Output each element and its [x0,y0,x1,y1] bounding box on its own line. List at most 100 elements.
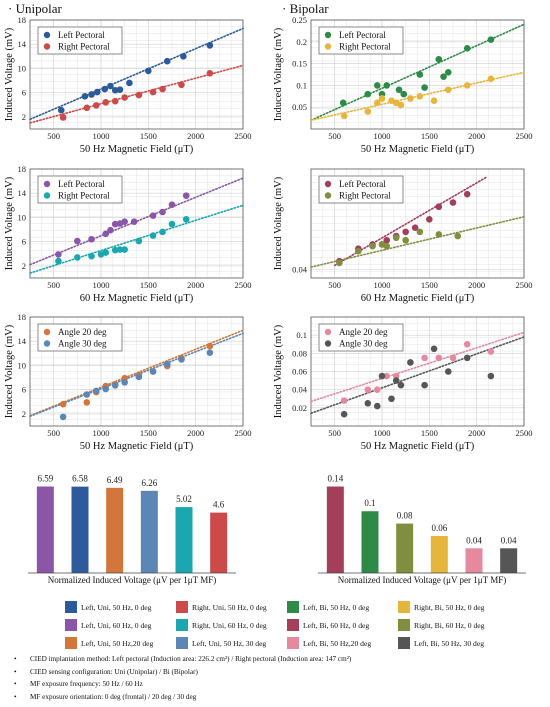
data-point [373,402,381,410]
x-tick-label: 2000 [187,428,204,438]
legend-item-label: Left, Uni, 50 Hz,20 deg [81,639,154,648]
y-axis-label: Induced Voltage (mV) [4,176,15,270]
scatter-chart-bi-angle: 500 1000 1500 2000 2500 0.02 0.04 0.06 0.08 0.1 50… [273,316,533,452]
notes-list: • CIED implantation method: Left pectoral… [14,653,544,703]
data-point [392,234,400,242]
legend-marker [324,340,332,347]
legend-box [318,26,404,55]
legend-box [37,26,123,55]
data-point [388,395,395,403]
legend-item: Right, Bi, 50 Hz, 0 deg [398,601,485,613]
legend-marker [43,43,51,50]
data-point [102,385,110,393]
legend-item: Right, Uni, 50 Hz, 0 deg [176,601,267,613]
legend-marker [43,340,51,347]
legend-label: Left Pectoral [58,179,105,189]
note-item: • MF exposure frequency: 50 Hz / 60 Hz [14,678,544,691]
bar [140,490,158,573]
data-point [487,348,495,355]
legend-swatch [65,601,77,613]
y-tick-label: 14 [18,336,27,346]
y-tick-label: 6 [22,385,26,395]
data-point [178,81,185,89]
data-point [444,69,452,76]
x-tick-label: 500 [328,131,341,141]
data-point [59,400,67,408]
data-point [55,251,62,258]
bar-value-label: 0.14 [327,474,343,484]
data-point [383,82,391,89]
bar [430,535,448,573]
data-point [178,356,185,363]
data-point [107,226,114,234]
data-point [463,45,471,52]
x-tick-label: 2500 [235,131,252,141]
data-point [135,237,143,245]
data-point [135,373,143,381]
data-point [121,218,128,225]
data-point [421,381,428,389]
data-point [111,382,119,389]
data-point [88,252,95,260]
y-tick-label: 18 [18,164,27,174]
plot-frame [29,168,244,279]
y-tick-label: 0.06 [292,367,307,377]
data-point [444,86,452,94]
legend-swatch [287,637,299,649]
data-point [397,381,405,389]
plot-frame [310,316,525,427]
bar [71,486,89,573]
note-text: CIED implantation method: Left pectoral … [30,655,352,663]
data-point [364,90,372,98]
scatter-chart-uni-60hz: 500 1000 1500 2000 2500 2 6 10 14 18 60 Hz Magneti… [4,164,252,304]
data-point [449,199,457,206]
legend-label: Left Pectoral [339,179,386,189]
data-point [59,413,67,421]
bar-value-label: 0.1 [364,498,375,508]
x-tick-label: 500 [47,131,60,141]
legend-marker [43,31,51,39]
trendline [310,331,525,403]
data-point [206,349,214,357]
data-point [126,79,133,87]
bar-value-label: 6.59 [37,474,53,484]
legend-marker [43,180,51,188]
unipolar-section-title: · Unipolar [8,1,62,16]
x-tick-label: 1500 [421,131,438,141]
data-point [373,82,381,89]
bar [106,487,124,573]
x-tick-label: 500 [47,280,60,290]
data-point [107,82,114,90]
legend: Left Pectoral Right Pectoral [37,175,123,204]
data-point [111,97,119,105]
data-point [92,102,100,109]
data-point [487,372,495,380]
data-point [373,99,381,107]
data-point [163,360,171,368]
data-point [440,73,447,80]
data-point [364,108,372,115]
plot-frame [29,19,244,130]
x-tick-label: 1000 [374,280,391,290]
data-point [435,354,443,362]
data-point [487,75,495,83]
y-tick-label: 6 [22,237,26,247]
note-bullet: • [14,692,17,701]
data-point [407,95,414,102]
legend-item-label: Left, Uni, 50 Hz, 0 deg [81,603,152,612]
legend-label: Angle 30 deg [58,339,107,349]
data-point [102,249,110,256]
legend: Left Pectoral Right Pectoral [318,175,404,204]
legend-swatch [287,619,299,631]
y-tick-label: 14 [18,188,27,198]
data-point [159,228,166,236]
x-tick-label: 2500 [516,131,533,141]
data-point [383,242,391,250]
legend-item: Left, Uni, 50 Hz, 0 deg [65,601,152,613]
data-point [149,232,157,239]
x-tick-label: 2000 [187,131,204,141]
x-axis-label: 50 Hz Magnetic Field (μT) [361,441,475,452]
trendline [310,215,525,268]
data-point [411,224,419,231]
